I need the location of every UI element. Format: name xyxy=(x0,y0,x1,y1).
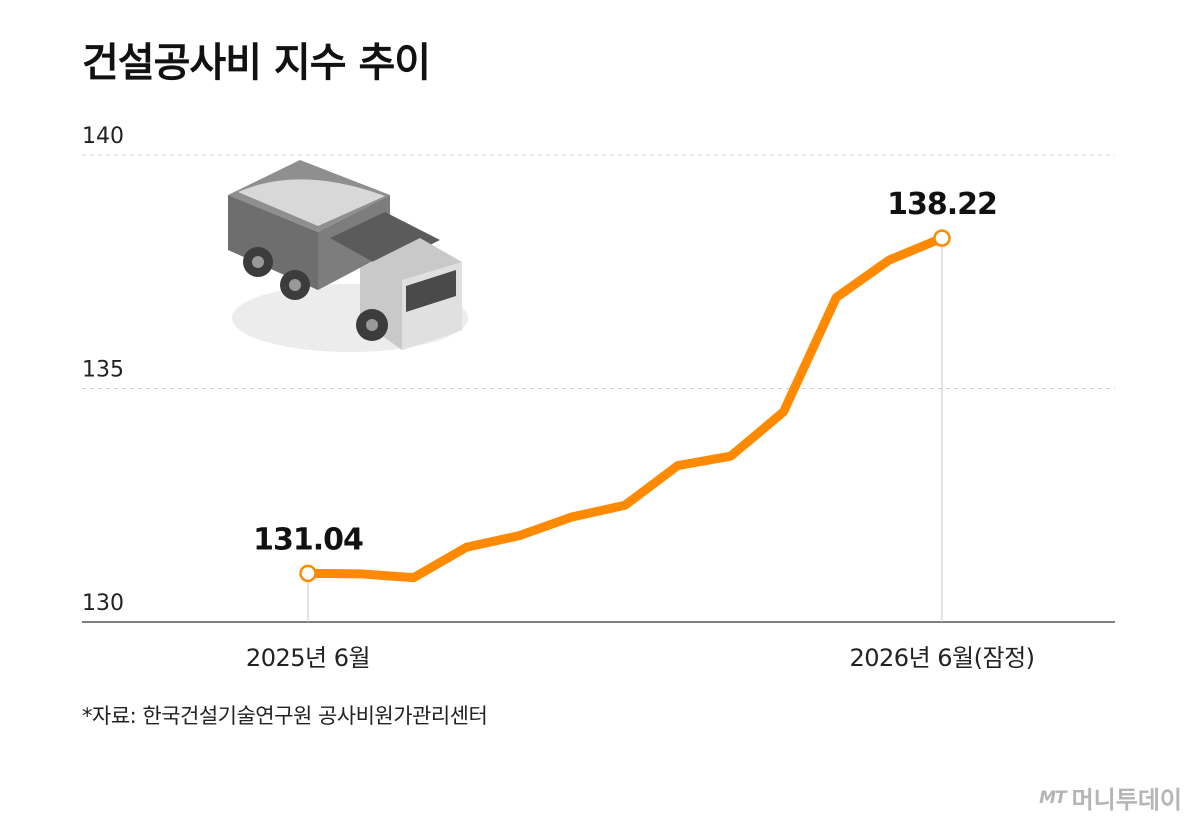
brand-mark: MT 머니투데이 xyxy=(1039,780,1182,815)
x-tick-label: 2026년 6월(잠정) xyxy=(849,644,1034,672)
data-label: 131.04 xyxy=(253,522,363,557)
y-tick-label: 135 xyxy=(82,358,124,383)
data-label: 138.22 xyxy=(887,187,997,222)
dump-truck-illustration xyxy=(228,160,468,352)
brand-logo-icon: MT xyxy=(1039,787,1066,808)
x-tick-label: 2025년 6월 xyxy=(246,644,370,672)
data-point xyxy=(299,564,317,583)
data-point xyxy=(933,229,951,247)
y-tick-label: 140 xyxy=(82,124,124,149)
series-line xyxy=(303,233,947,583)
y-tick-label: 130 xyxy=(82,591,124,616)
brand-name: 머니투데이 xyxy=(1071,786,1182,814)
chart-title: 건설공사비 지수 추이 xyxy=(82,40,431,86)
source-note: *자료: 한국건설기술연구원 공사비원가관리센터 xyxy=(82,704,488,728)
